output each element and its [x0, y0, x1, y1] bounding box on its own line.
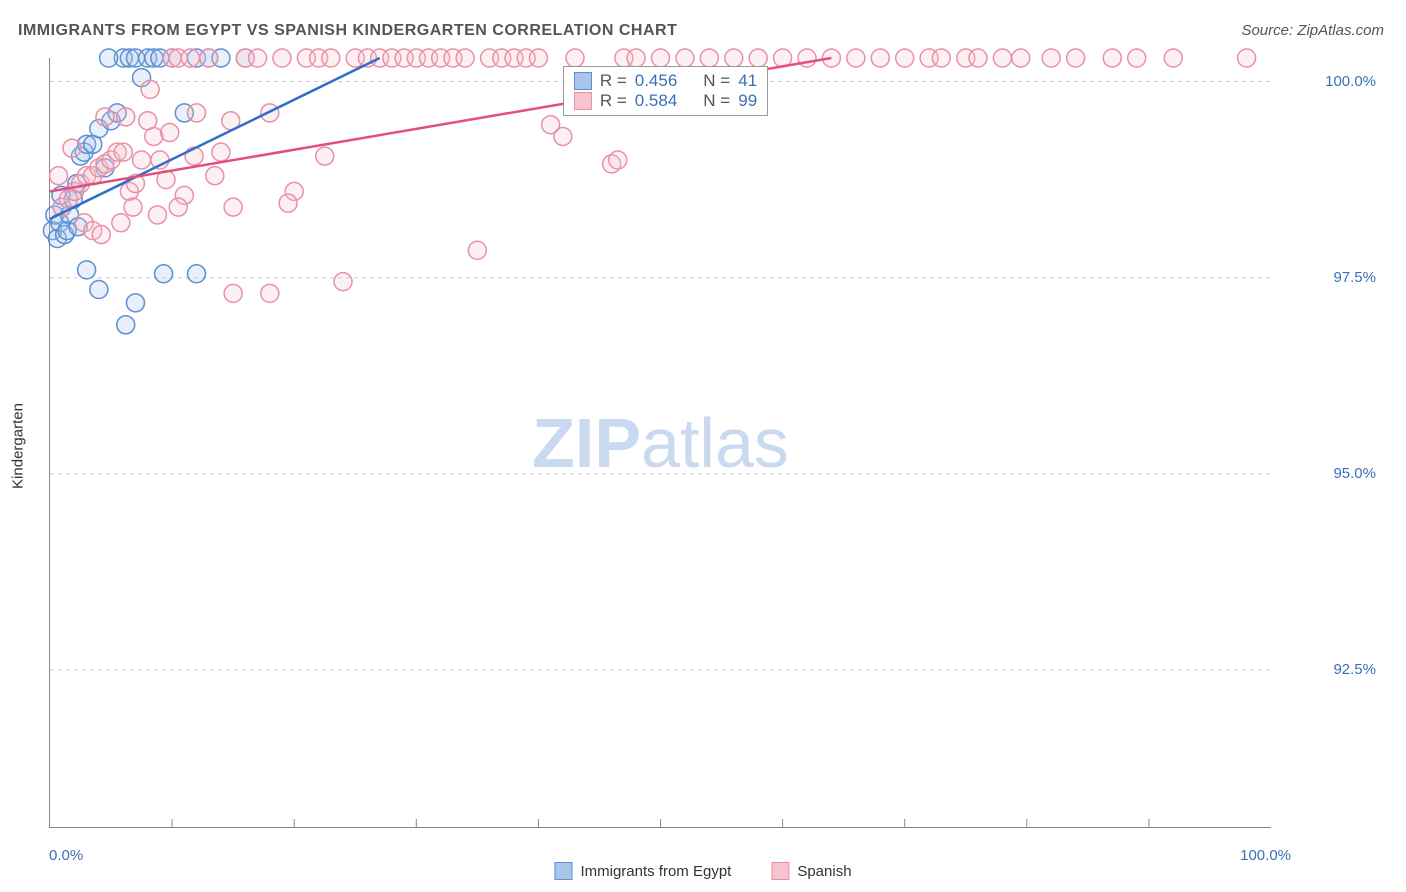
legend-swatch-0: [574, 72, 592, 90]
series-swatch-0: [554, 862, 572, 880]
series-label-0: Immigrants from Egypt: [580, 863, 731, 880]
legend-r-value-0: 0.456: [635, 71, 678, 91]
y-tick-label: 92.5%: [1333, 661, 1376, 678]
legend-row-series-1: R = 0.584 N = 99: [574, 91, 757, 111]
series-legend: Immigrants from Egypt Spanish: [554, 862, 851, 880]
correlation-legend: R = 0.456 N = 41 R = 0.584 N = 99: [563, 66, 768, 116]
plot-area: ZIPatlas R = 0.456 N = 41 R = 0.584 N: [49, 58, 1271, 828]
chart-title: IMMIGRANTS FROM EGYPT VS SPANISH KINDERG…: [18, 22, 677, 40]
legend-n-value-1: 99: [738, 91, 757, 111]
legend-r-label: R =: [600, 91, 627, 111]
y-tick-label: 100.0%: [1325, 73, 1376, 90]
legend-n-label: N =: [703, 91, 730, 111]
x-axis-min-label: 0.0%: [49, 847, 83, 864]
y-tick-label: 95.0%: [1333, 465, 1376, 482]
legend-n-value-0: 41: [738, 71, 757, 91]
legend-r-label: R =: [600, 71, 627, 91]
series-legend-item-1: Spanish: [771, 862, 851, 880]
legend-row-series-0: R = 0.456 N = 41: [574, 71, 757, 91]
chart-svg: [50, 58, 1271, 827]
y-axis-label: Kindergarten: [10, 403, 27, 489]
series-legend-item-0: Immigrants from Egypt: [554, 862, 731, 880]
plot-container: ZIPatlas R = 0.456 N = 41 R = 0.584 N: [45, 58, 1376, 844]
legend-swatch-1: [574, 92, 592, 110]
series-label-1: Spanish: [797, 863, 851, 880]
x-axis-max-label: 100.0%: [1240, 847, 1291, 864]
y-tick-label: 97.5%: [1333, 269, 1376, 286]
source-attribution: Source: ZipAtlas.com: [1241, 22, 1384, 39]
legend-r-value-1: 0.584: [635, 91, 678, 111]
series-swatch-1: [771, 862, 789, 880]
legend-n-label: N =: [703, 71, 730, 91]
